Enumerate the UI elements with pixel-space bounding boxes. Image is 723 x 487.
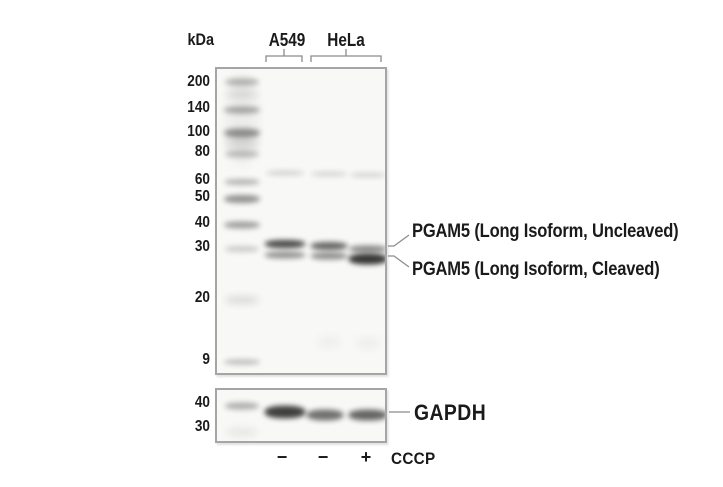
blot-band xyxy=(310,252,348,260)
treatment-symbol-lane3: + xyxy=(360,447,372,467)
blot-band xyxy=(264,405,306,419)
blot-band xyxy=(310,242,348,250)
blot-band xyxy=(266,170,304,176)
blot-band xyxy=(225,78,259,86)
pgam5-blot-panel xyxy=(215,67,387,375)
mw-marker-20: 20 xyxy=(194,289,210,306)
blot-band xyxy=(225,139,259,147)
blot-band xyxy=(226,90,258,98)
a549-lane-bracket xyxy=(265,49,303,62)
hela-lane-bracket xyxy=(310,49,382,62)
mw-marker-30: 30 xyxy=(194,418,210,435)
blot-band xyxy=(225,150,259,158)
mw-marker-40: 40 xyxy=(194,394,210,411)
mw-marker-80: 80 xyxy=(194,143,210,160)
treatment-symbol-lane2: − xyxy=(317,447,329,467)
blot-band xyxy=(349,245,385,253)
annotation-cleaved-label: PGAM5 (Long Isoform, Cleaved) xyxy=(412,259,660,280)
mw-marker-9: 9 xyxy=(202,351,210,368)
mw-marker-60: 60 xyxy=(194,171,210,188)
blot-band xyxy=(350,172,385,178)
sample-label-hela: HeLa xyxy=(327,30,365,50)
blot-band xyxy=(224,106,260,114)
mw-marker-140: 140 xyxy=(187,99,210,116)
blot-band xyxy=(267,242,303,246)
blot-band xyxy=(348,409,385,421)
cccp-treatment-label: CCCP xyxy=(391,449,436,468)
blot-band xyxy=(225,246,259,252)
annotation-uncleaved-label: PGAM5 (Long Isoform, Uncleaved) xyxy=(412,221,679,242)
blot-band xyxy=(306,409,344,421)
blot-band xyxy=(267,409,303,415)
blot-band xyxy=(224,359,260,365)
sample-label-a549: A549 xyxy=(268,30,306,50)
uncleaved-pointer-line xyxy=(388,234,410,247)
blot-band xyxy=(226,428,258,436)
blot-band xyxy=(224,179,260,185)
mw-marker-100: 100 xyxy=(187,123,210,140)
blot-band xyxy=(225,402,259,410)
gapdh-blot-panel xyxy=(215,388,387,443)
blot-band xyxy=(348,253,385,265)
blot-band xyxy=(311,171,347,177)
blot-band xyxy=(351,256,385,262)
cleaved-pointer-line xyxy=(388,255,410,268)
mw-marker-40: 40 xyxy=(194,214,210,231)
mw-marker-30: 30 xyxy=(194,238,210,255)
mw-marker-200: 200 xyxy=(187,73,210,90)
mw-marker-50: 50 xyxy=(194,188,210,205)
blot-band xyxy=(227,75,257,165)
blot-band xyxy=(264,240,306,248)
blot-band xyxy=(355,338,381,348)
gapdh-label: GAPDH xyxy=(414,400,487,425)
blot-band xyxy=(317,337,341,347)
blot-band xyxy=(264,251,306,259)
treatment-symbol-lane1: − xyxy=(276,447,288,467)
blot-band xyxy=(224,195,260,203)
blot-band xyxy=(225,296,259,304)
blot-band xyxy=(224,128,260,138)
blot-band xyxy=(224,221,260,229)
kda-unit-label: kDa xyxy=(187,30,214,49)
